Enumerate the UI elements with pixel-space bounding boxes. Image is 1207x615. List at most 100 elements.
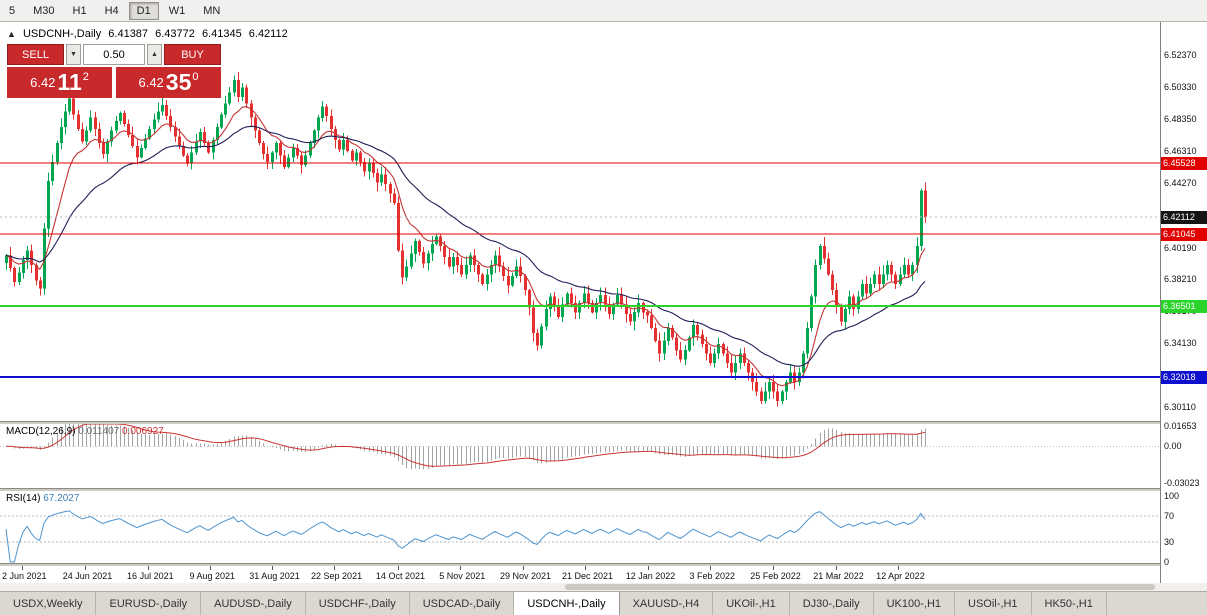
rsi-axis-label: 30 bbox=[1164, 537, 1175, 548]
timeframe-button-5[interactable]: 5 bbox=[1, 2, 23, 20]
rsi-axis-label: 0 bbox=[1164, 557, 1170, 567]
tab-usdchf-daily[interactable]: USDCHF-,Daily bbox=[305, 592, 410, 615]
tab-usoil-h1[interactable]: USOil-,H1 bbox=[955, 592, 1032, 615]
volume-input[interactable] bbox=[83, 44, 145, 65]
scrollbar-thumb[interactable] bbox=[565, 584, 1155, 590]
symbol-timeframe-label: USDCNH-,Daily bbox=[22, 28, 102, 40]
rsi-indicator-label: RSI(14) 67.2027 bbox=[6, 493, 79, 504]
tab-hk50-h1[interactable]: HK50-,H1 bbox=[1031, 592, 1107, 615]
timeframe-toolbar: 5 M30 H1 H4 D1 W1 MN bbox=[0, 0, 1207, 22]
macd-axis-label: 0.00 bbox=[1164, 441, 1182, 452]
date-label: 22 Sep 2021 bbox=[311, 571, 363, 581]
rsi-axis-label: 100 bbox=[1164, 491, 1180, 501]
date-tick-mark bbox=[460, 566, 461, 570]
low-value: 6.41345 bbox=[201, 28, 242, 40]
date-label: 21 Dec 2021 bbox=[562, 571, 614, 581]
sell-price-pips: 11 bbox=[57, 69, 82, 95]
date-label: 12 Jan 2022 bbox=[625, 571, 676, 581]
date-label: 31 Aug 2021 bbox=[249, 571, 300, 581]
time-axis[interactable]: 2 Jun 2021 24 Jun 2021 16 Jul 2021 9 Aug 20… bbox=[0, 566, 1160, 583]
close-value: 6.42112 bbox=[248, 28, 288, 40]
high-value: 6.43772 bbox=[155, 28, 195, 40]
date-label: 2 Jun 2021 bbox=[1, 571, 47, 581]
tab-usdx-weekly[interactable]: USDX,Weekly bbox=[0, 592, 97, 615]
horizontal-scrollbar[interactable] bbox=[0, 583, 1207, 591]
macd-name: MACD(12,26,9) bbox=[6, 426, 76, 437]
tab-eurusd-daily[interactable]: EURUSD-,Daily bbox=[96, 592, 202, 615]
date-tick-mark bbox=[210, 566, 211, 570]
rsi-axis-label: 70 bbox=[1164, 510, 1175, 521]
volume-dropdown-button[interactable]: ▼ bbox=[66, 44, 81, 65]
date-label: 16 Jul 2021 bbox=[127, 571, 174, 581]
price-axis-label: 6.50330 bbox=[1164, 82, 1197, 93]
candlestick-chart[interactable] bbox=[0, 22, 1160, 583]
buy-button[interactable]: BUY bbox=[164, 44, 221, 65]
date-tick-mark bbox=[22, 566, 23, 570]
current-price-tag: 6.42112 bbox=[1161, 211, 1207, 225]
pane-separator[interactable] bbox=[0, 563, 1207, 566]
rsi-name: RSI(14) bbox=[6, 493, 41, 504]
pane-separator[interactable] bbox=[0, 488, 1207, 491]
date-tick-mark bbox=[523, 566, 524, 570]
macd-axis-label: -0.03023 bbox=[1164, 477, 1200, 488]
macd-main-value: 0.011407 bbox=[78, 426, 120, 437]
chart-area: ▲ USDCNH-,Daily 6.41387 6.43772 6.41345 … bbox=[0, 22, 1207, 583]
macd-axis-label: 0.01653 bbox=[1164, 421, 1197, 432]
buy-price-main: 6.42 bbox=[138, 75, 164, 90]
tab-usdcnh-daily[interactable]: USDCNH-,Daily bbox=[514, 592, 620, 615]
timeframe-button-m30[interactable]: M30 bbox=[25, 2, 62, 20]
timeframe-button-w1[interactable]: W1 bbox=[161, 2, 194, 20]
timeframe-button-d1[interactable]: D1 bbox=[128, 1, 159, 20]
collapse-trade-panel-icon[interactable]: ▲ bbox=[7, 29, 16, 39]
timeframe-button-mn[interactable]: MN bbox=[195, 2, 228, 20]
date-label: 5 Nov 2021 bbox=[439, 571, 486, 581]
sell-price-button[interactable]: 6.42 11 2 bbox=[7, 67, 112, 98]
date-tick-mark bbox=[334, 566, 335, 570]
price-axis-label: 6.34130 bbox=[1164, 338, 1197, 349]
date-tick-mark bbox=[148, 566, 149, 570]
date-tick-mark bbox=[710, 566, 711, 570]
chevron-up-icon: ▲ bbox=[151, 51, 158, 58]
pane-separator[interactable] bbox=[0, 421, 1207, 424]
buy-price-pips: 35 bbox=[165, 69, 192, 95]
price-axis-label: 6.40190 bbox=[1164, 242, 1197, 253]
date-tick-mark bbox=[85, 566, 86, 570]
date-tick-mark bbox=[648, 566, 649, 570]
price-axis-label: 6.30110 bbox=[1164, 401, 1196, 412]
tab-ukoil-h1[interactable]: UKOil-,H1 bbox=[713, 592, 790, 615]
hline-price-tag: 6.41045 bbox=[1161, 228, 1207, 242]
open-value: 6.41387 bbox=[108, 28, 149, 40]
date-tick-mark bbox=[898, 566, 899, 570]
price-axis[interactable]: 6.523706.503306.483506.463106.442706.422… bbox=[1160, 22, 1207, 583]
price-axis-label: 6.46310 bbox=[1164, 145, 1197, 156]
price-axis-label: 6.38210 bbox=[1164, 273, 1197, 284]
tab-audusd-daily[interactable]: AUDUSD-,Daily bbox=[201, 592, 306, 615]
timeframe-button-h4[interactable]: H4 bbox=[97, 2, 127, 20]
buy-price-button[interactable]: 6.42 35 0 bbox=[116, 67, 221, 98]
sell-price-main: 6.42 bbox=[30, 75, 56, 90]
date-label: 24 Jun 2021 bbox=[62, 571, 113, 581]
date-label: 25 Feb 2022 bbox=[750, 571, 801, 581]
chart-tabs-bar: USDX,Weekly EURUSD-,Daily AUDUSD-,Daily … bbox=[0, 591, 1207, 615]
date-tick-mark bbox=[773, 566, 774, 570]
timeframe-button-h1[interactable]: H1 bbox=[65, 2, 95, 20]
tab-usdcad-daily[interactable]: USDCAD-,Daily bbox=[409, 592, 515, 615]
date-label: 14 Oct 2021 bbox=[375, 571, 425, 581]
price-axis-label: 6.48350 bbox=[1164, 113, 1197, 124]
tab-dj30-daily[interactable]: DJ30-,Daily bbox=[789, 592, 874, 615]
date-tick-mark bbox=[272, 566, 273, 570]
date-label: 9 Aug 2021 bbox=[189, 571, 236, 581]
buy-price-point: 0 bbox=[192, 70, 199, 83]
volume-up-button[interactable]: ▲ bbox=[147, 44, 162, 65]
date-tick-mark bbox=[398, 566, 399, 570]
sell-price-point: 2 bbox=[82, 70, 89, 83]
price-axis-label: 6.52370 bbox=[1164, 49, 1197, 60]
hline-price-tag: 6.45528 bbox=[1161, 157, 1207, 171]
tab-xauusd-h4[interactable]: XAUUSD-,H4 bbox=[619, 592, 714, 615]
macd-signal-value: 0.006927 bbox=[122, 426, 164, 437]
sell-button[interactable]: SELL bbox=[7, 44, 64, 65]
ohlc-info: ▲ USDCNH-,Daily 6.41387 6.43772 6.41345 … bbox=[7, 28, 292, 40]
tab-uk100-h1[interactable]: UK100-,H1 bbox=[873, 592, 956, 615]
date-label: 29 Nov 2021 bbox=[500, 571, 552, 581]
date-label: 21 Mar 2022 bbox=[813, 571, 864, 581]
